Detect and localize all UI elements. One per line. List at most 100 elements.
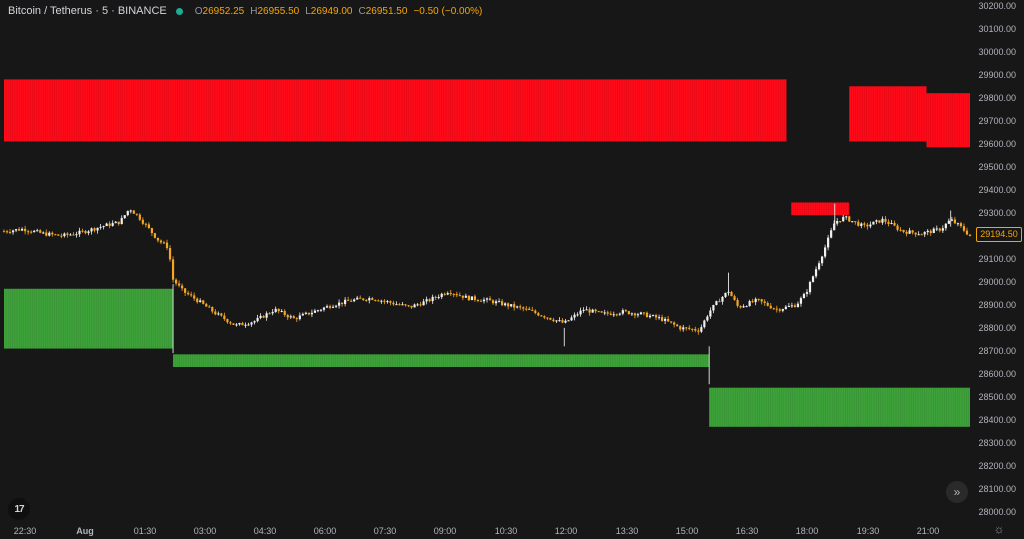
candle [205,302,208,307]
candle [123,214,126,219]
candle [380,299,383,304]
candle [709,307,712,319]
candle [606,310,609,316]
candle [494,299,498,306]
time-axis[interactable]: 22:30 Aug 01:30 03:00 04:30 06:00 07:30 09:00 10… [14,526,940,536]
candle [90,227,93,235]
candle [968,234,972,237]
gear-icon[interactable]: ☼ [993,522,1005,536]
candle [389,300,392,306]
candle [181,283,184,291]
price-axis[interactable]: 30200.00 30100.00 30000.00 29900.00 29800.00… [978,1,1016,517]
candle [932,227,935,234]
candle [425,296,428,305]
supply-zone [926,93,970,148]
candle [531,306,534,312]
candle [691,328,694,332]
candle [301,312,304,316]
candle [461,295,464,301]
candle [11,229,15,235]
candle [600,310,603,313]
candle [784,304,787,310]
candle [558,317,561,322]
candle [697,328,700,335]
candle [700,324,703,334]
candle [135,213,138,216]
price-tick-label: 28900.00 [978,300,1016,310]
candle [959,221,963,228]
candle [896,223,899,232]
candle [763,299,766,306]
price-tick-label: 29500.00 [978,162,1016,172]
candle [612,311,615,317]
candle [244,322,247,328]
candle [953,216,957,225]
candle [289,314,292,320]
candle [525,305,528,312]
candle [820,255,824,267]
price-tick-label: 29600.00 [978,139,1016,149]
market-status-dot [175,7,183,15]
candle [760,298,763,305]
candle [274,306,277,313]
symbol-title[interactable]: Bitcoin / Tetherus · 5 · BINANCE [8,5,167,17]
price-tick-label: 28400.00 [978,415,1016,425]
candle [875,219,878,225]
candle [250,321,253,327]
candle [775,305,778,313]
candle [87,230,90,236]
candle [742,304,745,308]
open-value: 26952.25 [202,5,245,17]
candle [322,306,326,312]
candle [573,312,576,321]
candle [331,304,335,309]
tradingview-logo-icon[interactable]: 17 [8,498,30,520]
candle [69,233,72,236]
candle [824,244,827,259]
candle [491,299,495,305]
candle [147,222,150,229]
candle [235,322,238,327]
candle [872,221,875,225]
candle [141,217,144,226]
candle [564,319,567,324]
candle [488,296,492,301]
high-key: H [250,5,258,17]
candle [881,216,884,225]
time-tick-label: 18:00 [796,526,819,536]
price-tick-label: 28600.00 [978,369,1016,379]
candle [579,307,582,317]
candle [670,321,673,324]
candle [359,295,362,299]
candle [328,304,332,310]
candle [645,311,649,318]
candle [362,298,365,302]
candle [138,213,141,222]
candle [950,216,953,222]
candle [504,302,507,307]
candle [452,293,455,298]
candle [546,317,549,321]
candle [902,229,905,234]
candle [2,229,6,233]
candle [733,294,736,301]
candle [24,225,27,235]
demand-zone-stripes [174,354,708,367]
candle [941,225,944,234]
candle [549,317,552,321]
candle [588,307,591,316]
candle [802,292,806,299]
candle [407,305,410,308]
candle [14,228,18,233]
candles-layer [2,203,972,385]
candle [443,292,446,296]
candle [238,322,241,326]
candle [126,210,129,217]
candle [428,298,431,303]
double-chevron-right-icon[interactable]: » [946,481,968,503]
candle [229,320,232,326]
legend-header: Bitcoin / Tetherus · 5 · BINANCE O 26952.… [8,4,482,18]
candle [944,223,947,231]
price-tick-label: 29800.00 [978,93,1016,103]
